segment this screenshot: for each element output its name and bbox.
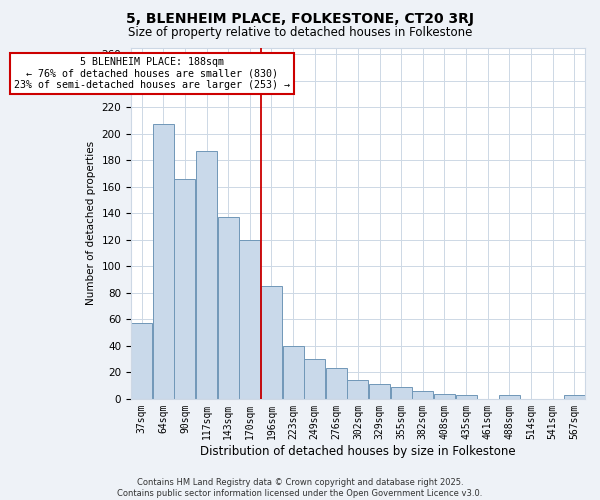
Bar (455, 395, 476, 399)
Bar (261, 286, 282, 399)
Bar (153, 124, 174, 399)
Bar (563, 395, 584, 399)
Text: Size of property relative to detached houses in Folkestone: Size of property relative to detached ho… (128, 26, 472, 39)
Bar (131, 324, 152, 399)
Text: Contains HM Land Registry data © Crown copyright and database right 2025.
Contai: Contains HM Land Registry data © Crown c… (118, 478, 482, 498)
Bar (499, 395, 520, 399)
Text: 5 BLENHEIM PLACE: 188sqm
← 76% of detached houses are smaller (830)
23% of semi-: 5 BLENHEIM PLACE: 188sqm ← 76% of detach… (14, 57, 290, 90)
Bar (304, 359, 325, 399)
Bar (175, 179, 196, 399)
Bar (239, 240, 260, 399)
Bar (391, 387, 412, 399)
Bar (326, 368, 347, 399)
Bar (347, 380, 368, 399)
Text: 5, BLENHEIM PLACE, FOLKESTONE, CT20 3RJ: 5, BLENHEIM PLACE, FOLKESTONE, CT20 3RJ (126, 12, 474, 26)
Bar (218, 217, 239, 399)
X-axis label: Distribution of detached houses by size in Folkestone: Distribution of detached houses by size … (200, 444, 516, 458)
Bar (412, 391, 433, 399)
Y-axis label: Number of detached properties: Number of detached properties (86, 141, 96, 305)
Bar (369, 384, 390, 399)
Bar (196, 151, 217, 399)
Bar (434, 394, 455, 399)
Bar (283, 346, 304, 399)
